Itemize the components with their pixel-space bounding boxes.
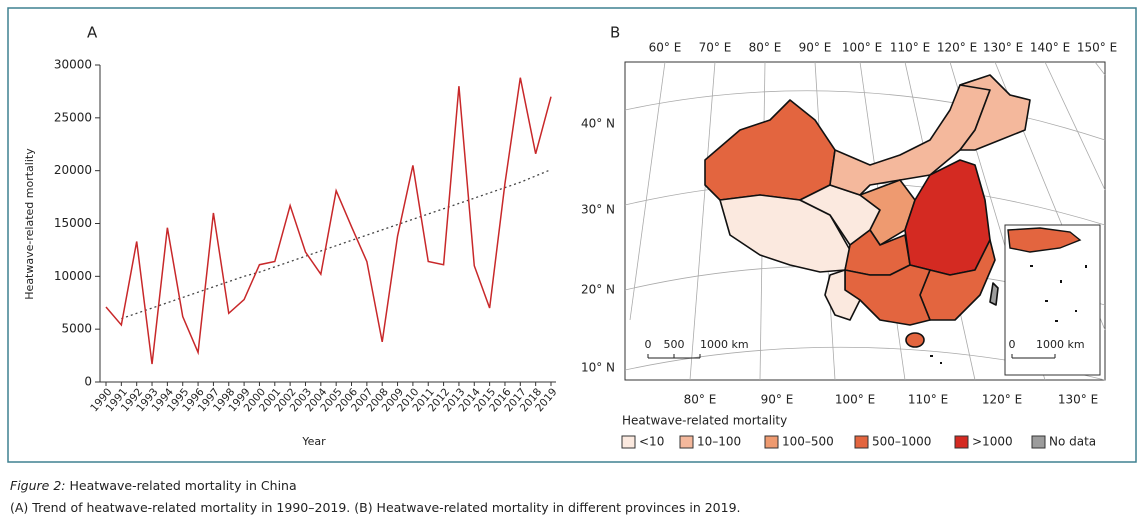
longitude-label: 90° E: [799, 41, 832, 55]
scale-label: 0: [645, 338, 652, 351]
scale-label: 1000 km: [700, 338, 749, 351]
legend-swatch: [854, 435, 869, 449]
longitude-label: 110° E: [908, 393, 948, 407]
longitude-label: 110° E: [890, 41, 930, 55]
y-tick-label: 5000: [61, 322, 92, 336]
figure-frame: [7, 7, 1137, 463]
legend-label: <10: [639, 435, 664, 449]
y-tick-label: 0: [84, 375, 92, 389]
legend-label: No data: [1049, 435, 1096, 449]
legend-swatch: [764, 435, 779, 449]
figure-panels: A B Year Heatwave-related mortality: [7, 7, 1137, 463]
legend-label: 10–100: [697, 435, 741, 449]
legend-swatch: [1031, 435, 1046, 449]
longitude-label: 120° E: [982, 393, 1022, 407]
longitude-label: 120° E: [937, 41, 977, 55]
y-tick-label: 20000: [54, 163, 92, 177]
y-tick-label: 15000: [54, 216, 92, 230]
y-tick-label: 25000: [54, 110, 92, 124]
x-axis-label: Year: [301, 435, 326, 448]
panel-label: A: [87, 24, 98, 42]
longitude-label: 130° E: [1058, 393, 1098, 407]
caption-title-text: Heatwave-related mortality in China: [69, 478, 297, 493]
province: [905, 332, 925, 348]
legend-swatch: [621, 435, 636, 449]
caption-label: Figure 2:: [10, 478, 66, 493]
latitude-label: 20° N: [581, 283, 615, 297]
province: [859, 179, 916, 246]
longitude-label: 90° E: [761, 393, 794, 407]
longitude-label: 140° E: [1030, 41, 1070, 55]
legend-swatch: [954, 435, 969, 449]
scale-bar: [1011, 354, 1056, 359]
longitude-label: 100° E: [842, 41, 882, 55]
longitude-label: 80° E: [749, 41, 782, 55]
map: [624, 61, 1106, 381]
longitude-label: 150° E: [1077, 41, 1117, 55]
longitude-label: 70° E: [699, 41, 732, 55]
legend-label: 500–1000: [872, 435, 931, 449]
legend-swatch: [679, 435, 694, 449]
caption-title: Figure 2: Heatwave-related mortality in …: [10, 478, 297, 493]
y-axis-label: Heatwave-related mortality: [23, 148, 36, 300]
scale-label: 0: [1009, 338, 1016, 351]
longitude-label: 80° E: [684, 393, 717, 407]
province: [959, 74, 1031, 151]
longitude-label: 100° E: [835, 393, 875, 407]
latitude-label: 30° N: [581, 203, 615, 217]
y-tick-label: 10000: [54, 269, 92, 283]
panel-label: B: [610, 24, 620, 42]
scale-bar: [647, 354, 701, 359]
caption-text: (A) Trend of heatwave-related mortality …: [10, 500, 741, 515]
scale-label: 1000 km: [1036, 338, 1085, 351]
longitude-label: 60° E: [649, 41, 682, 55]
data-line: [105, 77, 552, 365]
province: [989, 282, 999, 306]
legend-label: 100–500: [782, 435, 834, 449]
legend-title: Heatwave-related mortality: [622, 414, 787, 428]
trend-line: [121, 169, 552, 320]
latitude-label: 10° N: [581, 361, 615, 375]
province: [1007, 227, 1082, 253]
y-tick-label: 30000: [54, 58, 92, 72]
islands: [930, 265, 1087, 364]
province: [824, 269, 861, 321]
longitude-label: 130° E: [983, 41, 1023, 55]
latitude-label: 40° N: [581, 117, 615, 131]
legend-label: >1000: [972, 435, 1013, 449]
scale-label: 500: [664, 338, 685, 351]
